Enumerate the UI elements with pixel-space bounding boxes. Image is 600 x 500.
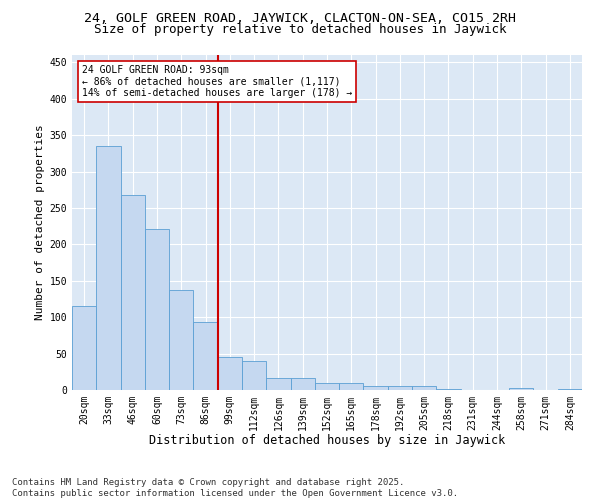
Bar xyxy=(315,382,339,390)
X-axis label: Distribution of detached houses by size in Jaywick: Distribution of detached houses by size … xyxy=(149,434,505,448)
Y-axis label: Number of detached properties: Number of detached properties xyxy=(35,124,46,320)
Bar xyxy=(121,195,145,390)
Bar xyxy=(364,386,388,390)
Text: Size of property relative to detached houses in Jaywick: Size of property relative to detached ho… xyxy=(94,22,506,36)
Bar xyxy=(193,322,218,390)
Text: Contains HM Land Registry data © Crown copyright and database right 2025.
Contai: Contains HM Land Registry data © Crown c… xyxy=(12,478,458,498)
Bar xyxy=(436,388,461,390)
Bar xyxy=(412,386,436,390)
Bar xyxy=(509,388,533,390)
Bar xyxy=(290,378,315,390)
Bar xyxy=(72,306,96,390)
Bar xyxy=(266,378,290,390)
Bar xyxy=(242,361,266,390)
Bar xyxy=(145,229,169,390)
Bar xyxy=(169,290,193,390)
Text: 24, GOLF GREEN ROAD, JAYWICK, CLACTON-ON-SEA, CO15 2RH: 24, GOLF GREEN ROAD, JAYWICK, CLACTON-ON… xyxy=(84,12,516,26)
Bar xyxy=(388,386,412,390)
Bar xyxy=(558,388,582,390)
Bar xyxy=(218,357,242,390)
Text: 24 GOLF GREEN ROAD: 93sqm
← 86% of detached houses are smaller (1,117)
14% of se: 24 GOLF GREEN ROAD: 93sqm ← 86% of detac… xyxy=(82,65,352,98)
Bar xyxy=(96,146,121,390)
Bar xyxy=(339,382,364,390)
